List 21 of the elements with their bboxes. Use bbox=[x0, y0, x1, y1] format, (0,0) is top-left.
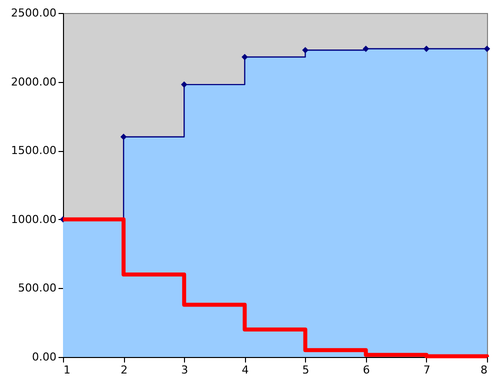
point bbox=[242, 54, 248, 60]
point bbox=[180, 81, 188, 88]
x-tick-label: 2 bbox=[120, 364, 128, 376]
x-tick-label: 5 bbox=[302, 364, 310, 376]
y-tick-label: 1000.00 bbox=[11, 212, 56, 226]
y-tick-label: 2000.00 bbox=[11, 75, 56, 88]
point bbox=[423, 46, 430, 52]
x-tick-label: 1 bbox=[64, 364, 70, 376]
y-tick-label: 500.00 bbox=[18, 282, 56, 295]
y-tick-label: 1500.00 bbox=[11, 144, 56, 158]
point bbox=[120, 134, 127, 140]
point bbox=[362, 46, 370, 52]
point bbox=[302, 46, 308, 54]
x-tick-label: 3 bbox=[181, 364, 188, 376]
x-tick-label: 4 bbox=[242, 364, 249, 376]
y-tick-label: 0.00 bbox=[32, 350, 56, 364]
x-tick-label: 6 bbox=[362, 364, 370, 376]
x-tick-label: 7 bbox=[423, 364, 430, 376]
x-tick-label: 8 bbox=[480, 364, 488, 376]
y-tick-label: 2500.00 bbox=[11, 6, 56, 20]
point bbox=[484, 46, 490, 52]
